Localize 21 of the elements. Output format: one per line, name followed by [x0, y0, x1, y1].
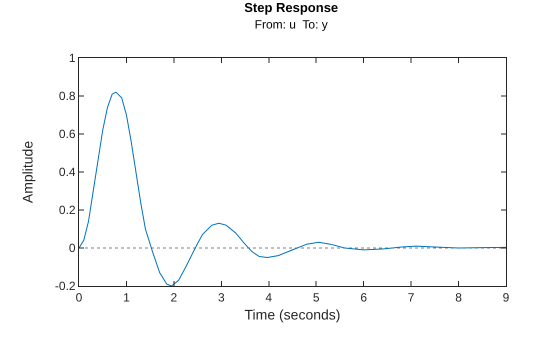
- y-tick-label: 0.2: [58, 203, 76, 218]
- y-tick-label: 0.4: [58, 165, 76, 180]
- chart-subtitle: From: u To: y: [254, 18, 328, 32]
- x-axis-title: Time (seconds): [244, 306, 340, 323]
- y-tick-label: 1: [68, 51, 76, 66]
- x-tick-label: 4: [265, 290, 272, 304]
- x-tick-label: 7: [408, 290, 415, 304]
- line-series: [79, 92, 506, 286]
- x-tick-label: 8: [455, 290, 462, 304]
- y-tick-label: 0: [68, 241, 76, 256]
- y-tick-label: -0.2: [54, 279, 76, 294]
- x-tick-label: 3: [218, 290, 225, 304]
- x-tick-label: 1: [123, 290, 130, 304]
- x-tick-label: 9: [502, 290, 510, 304]
- y-tick-label: 0.6: [58, 127, 76, 142]
- x-tick-label: 6: [360, 290, 368, 304]
- chart-title: Step Response: [244, 0, 338, 15]
- y-axis-title: Amplitude: [20, 140, 36, 204]
- x-tick-label: 5: [312, 290, 320, 304]
- x-tick-label: 2: [170, 290, 178, 304]
- y-tick-label: 0.8: [58, 89, 76, 104]
